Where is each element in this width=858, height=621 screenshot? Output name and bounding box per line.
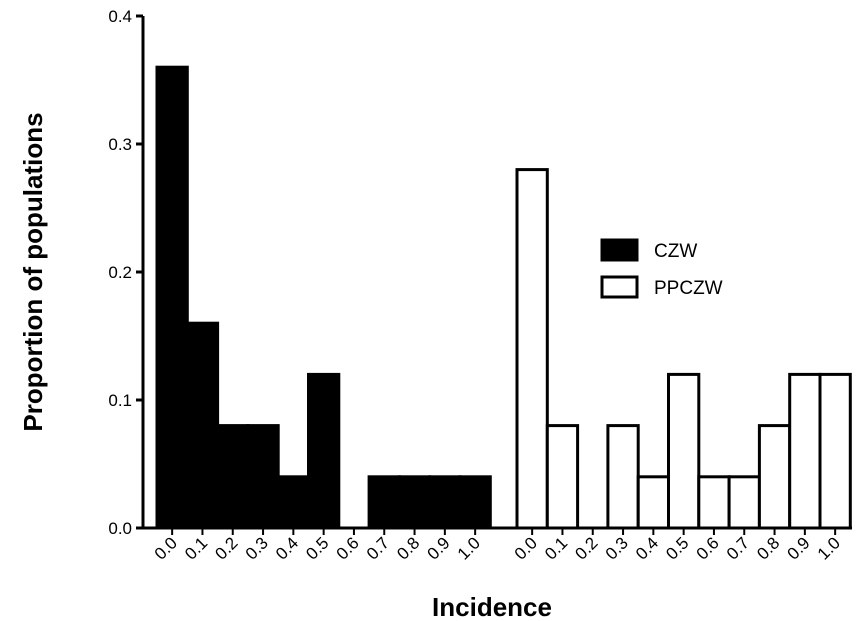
- legend-label-ppczw: PPCZW: [654, 278, 723, 299]
- bar-ppczw-0.3: [606, 424, 640, 530]
- bar-ppczw-0.6: [697, 475, 731, 530]
- x-tick-label: 0.0: [511, 533, 541, 563]
- bar-czw-1.0: [458, 475, 492, 530]
- bar-ppczw-0.0: [515, 168, 549, 530]
- y-tick-label: 0.1: [108, 391, 132, 410]
- bar-ppczw-0.9: [788, 372, 822, 530]
- y-tick-label: 0.4: [108, 7, 132, 26]
- x-tick-label: 0.5: [302, 533, 332, 563]
- bar-czw-0.5: [307, 372, 341, 530]
- x-tick-label: 0.2: [211, 533, 241, 563]
- x-tick-label: 1.0: [454, 533, 484, 563]
- x-tick-label: 0.0: [151, 533, 181, 563]
- bar-czw-0.4: [276, 475, 311, 530]
- bar-czw-0.0: [155, 65, 189, 530]
- bar-ppczw-0.5: [667, 372, 701, 530]
- x-tick-label: 1.0: [814, 533, 844, 563]
- legend-label-czw: CZW: [654, 241, 697, 262]
- legend-swatch-ppczw: [600, 275, 639, 299]
- x-axis-title: Incidence: [432, 592, 552, 621]
- x-tick-label: 0.2: [571, 533, 601, 563]
- bar-czw-0.1: [185, 321, 220, 530]
- bar-ppczw-0.4: [636, 475, 671, 530]
- bar-czw-0.2: [216, 424, 250, 530]
- legend: CZW PPCZW: [600, 238, 723, 299]
- x-tick-label: 0.1: [181, 533, 211, 563]
- bar-ppczw-1.0: [818, 372, 852, 530]
- x-tick-label: 0.8: [753, 533, 783, 563]
- bar-ppczw-0.7: [727, 475, 761, 530]
- y-axis-title: Proportion of populations: [18, 112, 48, 431]
- x-tick-label: 0.4: [272, 533, 302, 563]
- bar-ppczw-0.1: [545, 424, 580, 530]
- bar-ppczw-0.8: [757, 424, 792, 530]
- x-tick-label: 0.1: [541, 533, 571, 563]
- y-tick-label: 0.3: [108, 135, 132, 154]
- y-tick-label: 0.0: [108, 519, 132, 538]
- bar-czw-0.3: [246, 424, 280, 530]
- x-tick-label: 0.8: [393, 533, 423, 563]
- x-tick-label: 0.9: [424, 533, 454, 563]
- x-tick-label: 0.6: [693, 533, 723, 563]
- x-tick-label: 0.9: [784, 533, 814, 563]
- x-tick-label: 0.7: [363, 533, 393, 563]
- x-tick-label: 0.6: [333, 533, 363, 563]
- x-tick-label: 0.5: [662, 533, 692, 563]
- x-tick-label: 0.7: [723, 533, 753, 563]
- legend-swatch-czw: [600, 238, 639, 262]
- bar-czw-0.9: [428, 475, 462, 530]
- bar-czw-0.8: [397, 475, 432, 530]
- bars-layer: [155, 65, 852, 530]
- bar-czw-0.7: [367, 475, 401, 530]
- x-tick-label: 0.3: [242, 533, 272, 563]
- x-tick-label: 0.3: [602, 533, 632, 563]
- x-tick-label: 0.4: [632, 533, 662, 563]
- y-tick-label: 0.2: [108, 263, 132, 282]
